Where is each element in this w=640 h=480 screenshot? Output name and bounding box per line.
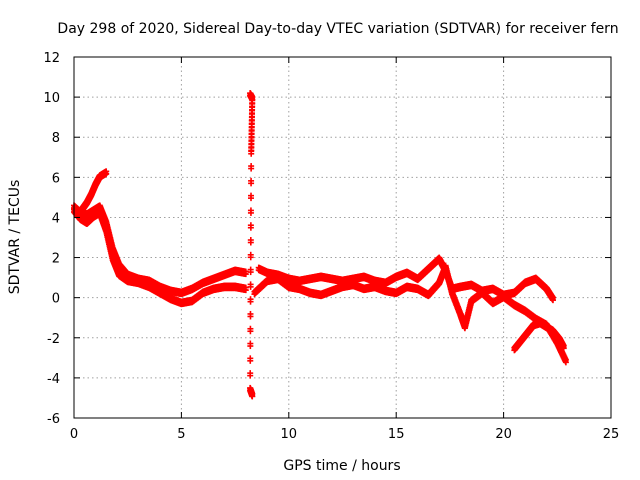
y-tick-label: 2: [52, 252, 60, 267]
data-point: [199, 274, 216, 288]
y-tick-label: 0: [52, 292, 60, 307]
y-axis-label: SDTVAR / TECUs: [7, 180, 23, 295]
y-tick-label: 12: [43, 51, 60, 66]
x-axis-label: GPS time / hours: [283, 458, 400, 474]
data-point: [550, 294, 557, 304]
x-tick-label: 5: [177, 427, 185, 442]
data-point: [247, 148, 255, 379]
y-tick-labels: -6 -4 -2 0 2 4 6 8 10 12: [43, 51, 60, 427]
y-tick-label: -4: [47, 372, 60, 387]
data-point: [461, 298, 474, 332]
data-point: [248, 94, 256, 154]
data-point: [103, 168, 110, 177]
plot-frame: [73, 56, 612, 419]
data-point: [449, 288, 464, 318]
x-tick-labels: 0 5 10 15 20 25: [70, 427, 619, 442]
data-point: [371, 282, 388, 295]
axis-ticks: [73, 56, 612, 419]
x-tick-label: 0: [70, 427, 78, 442]
x-tick-label: 20: [495, 427, 512, 442]
x-tick-label: 15: [388, 427, 405, 442]
series-1: [71, 206, 249, 308]
series-5: [511, 318, 567, 354]
series-4: [251, 262, 569, 366]
y-tick-label: -2: [47, 332, 60, 347]
y-tick-label: 4: [52, 211, 60, 226]
data-point: [242, 268, 249, 278]
chart-title: Day 298 of 2020, Sidereal Day-to-day VTE…: [57, 21, 618, 37]
x-tick-label: 10: [281, 427, 298, 442]
y-tick-label: 8: [52, 131, 60, 146]
data-point: [178, 296, 195, 308]
data-point: [249, 390, 256, 400]
data-point: [221, 266, 238, 280]
series-2: [75, 168, 110, 219]
data-points: [71, 90, 569, 400]
data-point: [562, 356, 569, 366]
series-3: [255, 254, 557, 304]
y-tick-label: 6: [52, 171, 60, 186]
x-tick-label: 25: [603, 427, 620, 442]
data-point: [178, 284, 195, 298]
y-tick-label: 10: [43, 91, 60, 106]
data-point: [339, 280, 356, 292]
y-tick-label: -6: [47, 412, 60, 427]
data-point: [210, 282, 227, 294]
data-point: [560, 342, 567, 352]
grid-lines: [74, 57, 611, 418]
data-point: [167, 294, 184, 307]
data-point: [543, 322, 556, 336]
series-6: [247, 90, 256, 400]
